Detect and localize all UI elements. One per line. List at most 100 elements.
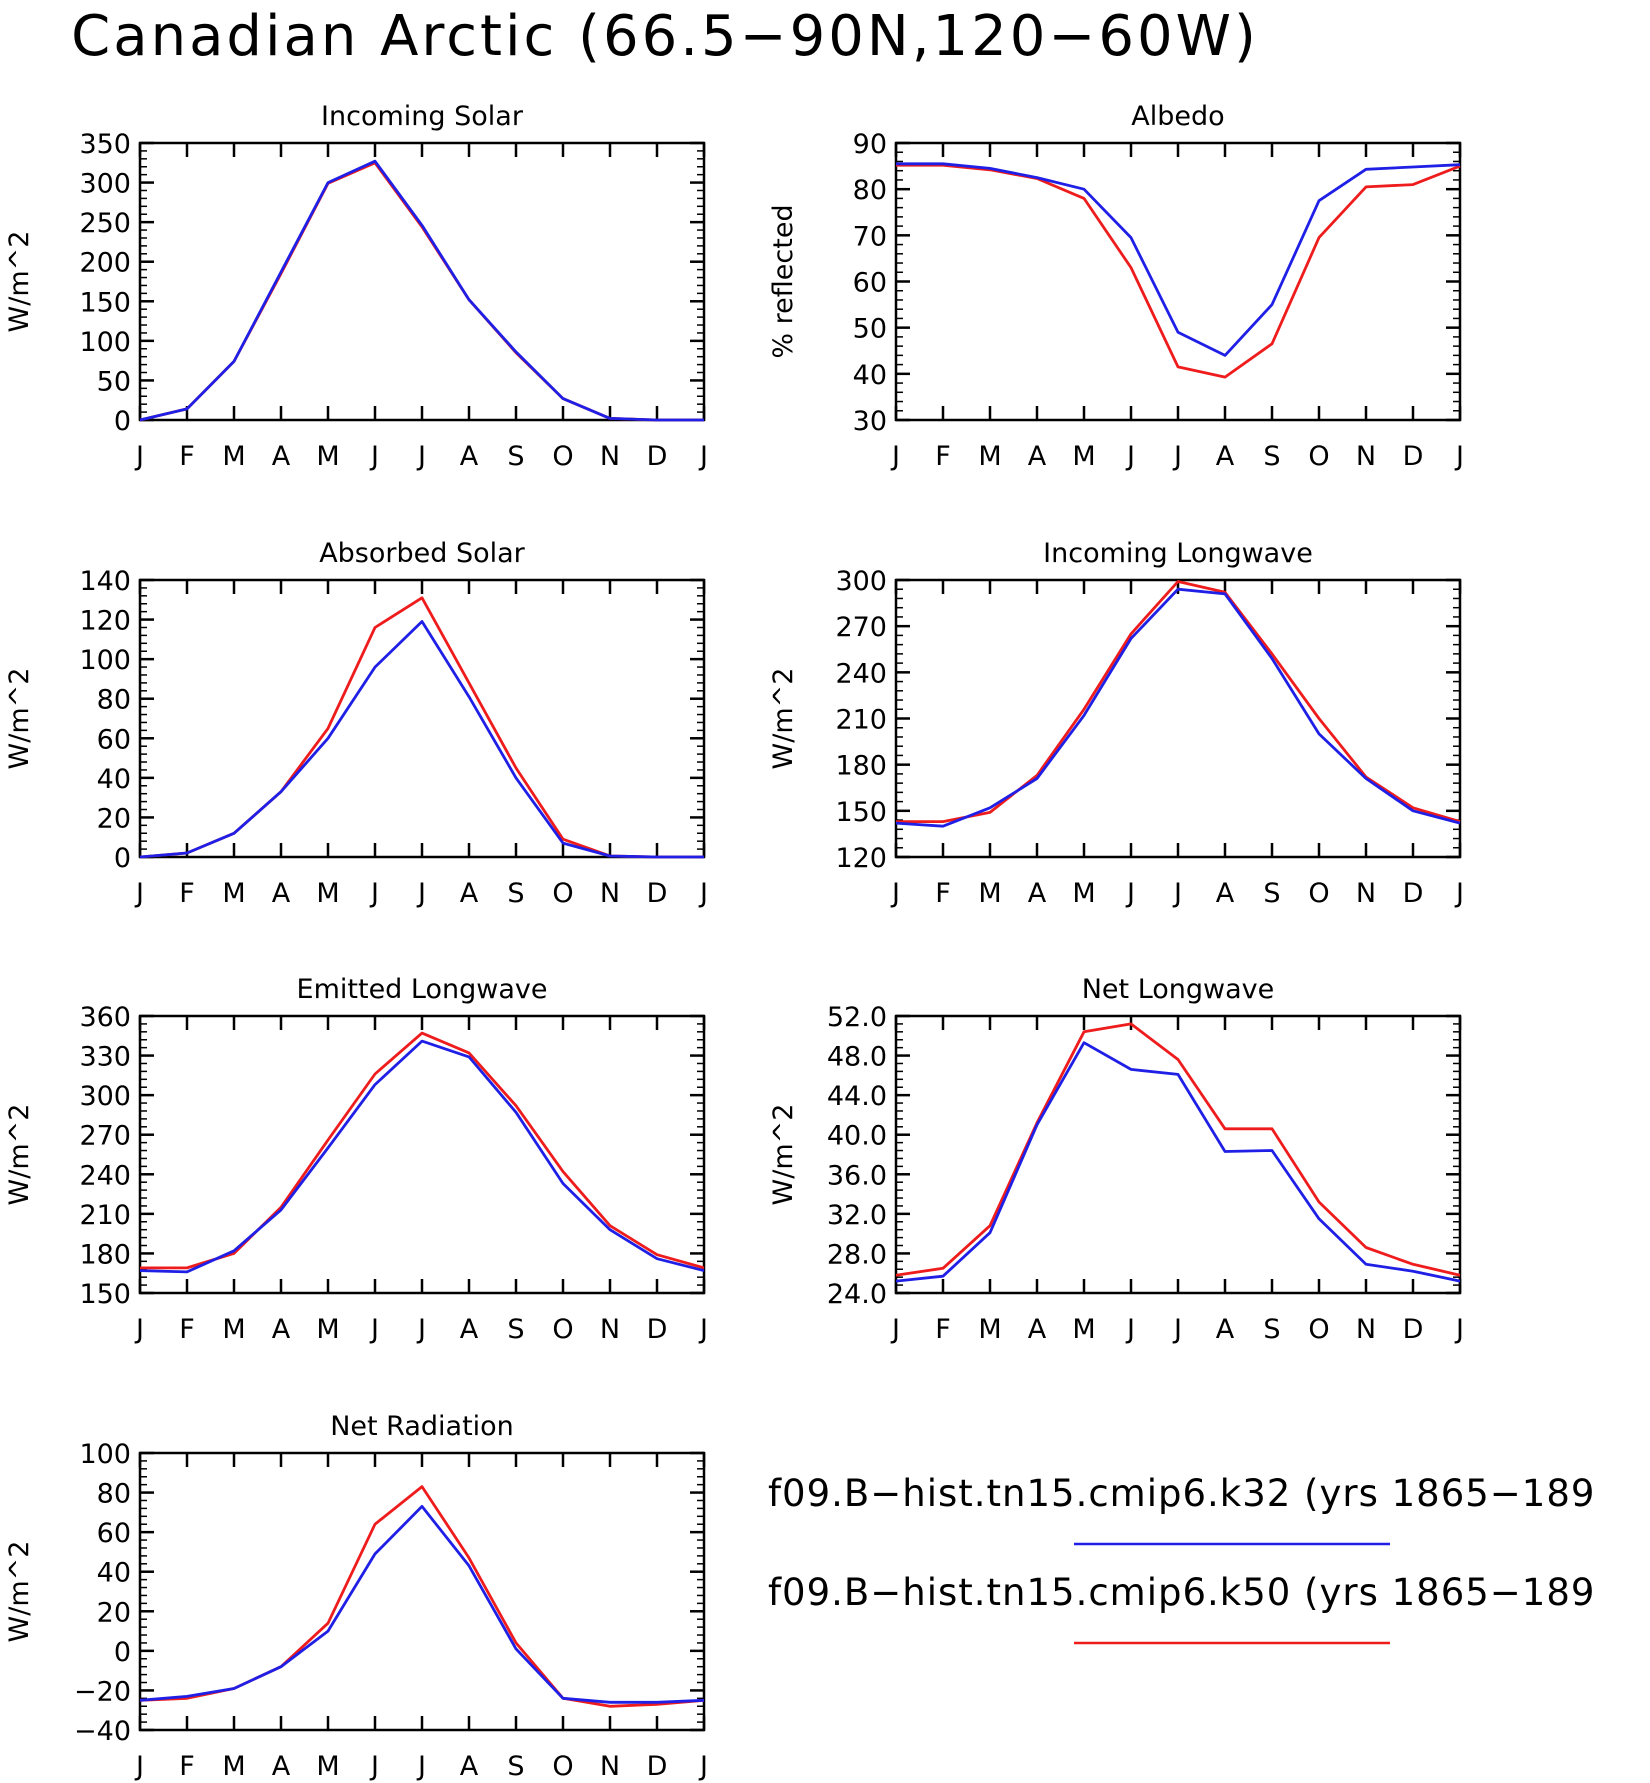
y-tick-label: 200 xyxy=(79,248,131,279)
x-tick-label: S xyxy=(1263,1314,1280,1345)
y-tick-label: 40 xyxy=(97,764,131,795)
x-tick-label: O xyxy=(1308,441,1329,472)
x-tick-label: D xyxy=(1403,1314,1424,1345)
panel-title: Net Radiation xyxy=(330,1411,514,1442)
x-tick-label: D xyxy=(1403,878,1424,909)
y-tick-label: 150 xyxy=(835,797,887,828)
y-tick-label: 240 xyxy=(79,1160,131,1191)
y-tick-label: 120 xyxy=(79,606,131,637)
plot-frame xyxy=(138,1451,706,1732)
x-tick-label: N xyxy=(600,1314,620,1345)
x-tick-label: M xyxy=(316,441,339,472)
x-tick-label: F xyxy=(179,1314,195,1345)
x-tick-label: J xyxy=(1125,878,1135,909)
y-tick-label: 60 xyxy=(853,268,887,299)
x-tick-label: S xyxy=(1263,441,1280,472)
series-line-k32 xyxy=(139,159,704,422)
y-tick-label: 140 xyxy=(79,566,131,597)
y-tick-label: 50 xyxy=(853,314,887,345)
y-tick-label: 180 xyxy=(835,751,887,782)
x-tick-label: D xyxy=(1403,441,1424,472)
panel-absorbed-solar: J F M A M J J A S O N D J020406080100120140Absorbed … xyxy=(4,538,708,909)
y-tick-label: 20 xyxy=(97,1597,131,1628)
x-tick-label: M xyxy=(978,1314,1001,1345)
x-tick-label: J xyxy=(416,1751,426,1782)
x-tick-label: N xyxy=(600,441,620,472)
x-tick-label: J xyxy=(369,1751,379,1782)
x-tick-label: S xyxy=(507,441,524,472)
y-tick-label: 0 xyxy=(114,406,131,437)
y-tick-label: 24.0 xyxy=(827,1279,887,1310)
panel-net-longwave: J F M A M J J A S O N D J24.028.032.036.040.044.048.… xyxy=(768,974,1464,1345)
x-tick-label: J xyxy=(416,441,426,472)
x-tick-label: O xyxy=(552,878,573,909)
x-tick-label: A xyxy=(272,878,291,909)
series-line-k50 xyxy=(895,1022,1461,1277)
y-axis-label: W/m^2 xyxy=(768,1104,799,1206)
x-tick-label: J xyxy=(369,441,379,472)
y-tick-label: 120 xyxy=(835,843,887,874)
x-tick-label: F xyxy=(179,878,195,909)
x-tick-label: O xyxy=(552,441,573,472)
y-tick-label: 48.0 xyxy=(827,1042,887,1073)
series-line-k50 xyxy=(139,1485,705,1708)
x-tick-label: A xyxy=(460,1751,479,1782)
y-tick-label: 150 xyxy=(79,1279,131,1310)
series-line-k50 xyxy=(140,1031,705,1270)
x-tick-label: A xyxy=(272,441,291,472)
x-tick-label: J xyxy=(416,1314,426,1345)
y-tick-label: 60 xyxy=(97,724,131,755)
x-tick-label: F xyxy=(935,878,951,909)
y-tick-label: 90 xyxy=(853,129,887,160)
y-tick-label: 40.0 xyxy=(827,1121,887,1152)
series-line-k32 xyxy=(896,162,1461,357)
y-axis-label: W/m^2 xyxy=(4,1104,35,1206)
y-tick-label: 0 xyxy=(114,1637,131,1668)
x-tick-label: M xyxy=(222,1751,245,1782)
y-tick-label: 80 xyxy=(97,1479,131,1510)
y-tick-label: 0 xyxy=(114,843,131,874)
x-tick-label: O xyxy=(552,1751,573,1782)
y-tick-label: 40 xyxy=(97,1558,131,1589)
x-tick-label: F xyxy=(179,1751,195,1782)
x-tick-label: O xyxy=(1308,1314,1329,1345)
panel-title: Net Longwave xyxy=(1082,974,1275,1005)
x-tick-label: A xyxy=(1216,441,1235,472)
x-tick-label: S xyxy=(507,878,524,909)
series-line-k32 xyxy=(139,1039,705,1274)
x-tick-label: S xyxy=(507,1314,524,1345)
x-tick-label: J xyxy=(1454,441,1464,472)
x-tick-label: O xyxy=(1308,878,1329,909)
x-tick-label: J xyxy=(1172,1314,1182,1345)
y-tick-label: 100 xyxy=(79,1439,131,1470)
x-tick-label: J xyxy=(416,878,426,909)
y-tick-label: 80 xyxy=(853,175,887,206)
y-tick-label: −20 xyxy=(74,1676,131,1707)
x-tick-label: M xyxy=(316,1751,339,1782)
series-line-k50 xyxy=(139,161,704,422)
x-tick-label: J xyxy=(890,1314,900,1345)
panel-title: Absorbed Solar xyxy=(319,538,525,569)
panel-incoming-longwave: J F M A M J J A S O N D J120150180210240270300Incomi… xyxy=(768,538,1464,909)
panel-title: Albedo xyxy=(1131,101,1224,132)
x-tick-label: J xyxy=(1172,878,1182,909)
y-tick-label: 300 xyxy=(835,566,887,597)
series-line-k32 xyxy=(895,1041,1461,1283)
y-axis-label: % reflected xyxy=(768,204,799,358)
y-tick-label: 270 xyxy=(835,612,887,643)
x-tick-label: S xyxy=(507,1751,524,1782)
x-tick-label: J xyxy=(698,1314,708,1345)
x-tick-label: D xyxy=(647,441,668,472)
series-line-k50 xyxy=(896,163,1461,379)
x-tick-label: J xyxy=(698,441,708,472)
x-tick-label: M xyxy=(222,878,245,909)
x-tick-label: J xyxy=(134,441,144,472)
y-tick-label: 350 xyxy=(79,129,131,160)
y-axis-label: W/m^2 xyxy=(4,668,35,770)
y-tick-label: 30 xyxy=(853,406,887,437)
x-tick-label: N xyxy=(600,878,620,909)
x-tick-label: N xyxy=(1356,1314,1376,1345)
y-tick-label: −40 xyxy=(74,1716,131,1747)
